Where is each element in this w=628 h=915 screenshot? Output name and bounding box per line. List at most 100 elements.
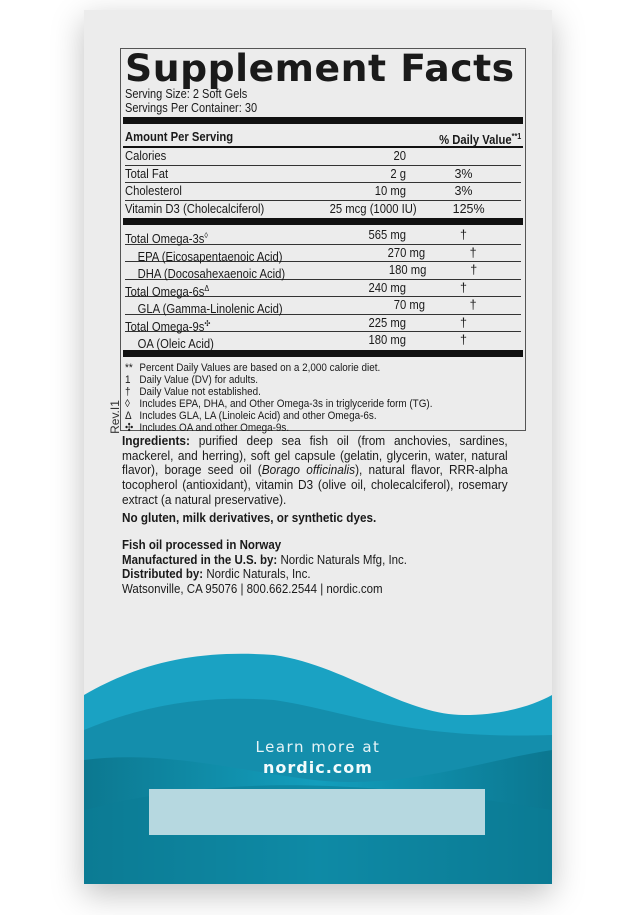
ingredients: Ingredients: purified deep sea fish oil … (122, 434, 508, 508)
nutrient-row: Cholesterol 10 mg 3% (125, 183, 521, 201)
nutrient-name-text: Calories (125, 149, 167, 163)
nutrient-row: Vitamin D3 (Cholecalciferol) 25 mcg (1000… (125, 201, 521, 219)
nutrient-mark: Δ (204, 283, 210, 293)
address: Watsonville, CA 95076 | 800.662.2544 | n… (122, 582, 383, 597)
company-info: Fish oil processed in Norway Manufacture… (122, 538, 407, 597)
nutrient-amount: 10 mg (374, 184, 406, 198)
nutrient-row: OA (Oleic Acid) 180 mg † (125, 332, 521, 352)
header-dv-text: % Daily Value (438, 133, 512, 148)
header-dv: % Daily Value**1 (438, 126, 521, 148)
nutrient-amount: 20 (393, 149, 406, 163)
servings-per-container: Servings Per Container: 30 (125, 101, 258, 115)
footnote-symbol: † (125, 385, 131, 398)
nutrient-amount: 240 mg (368, 280, 406, 295)
nutrient-name-text: EPA (Eicosapentaenoic Acid) (137, 249, 283, 264)
nutrient-name-text: GLA (Gamma-Linolenic Acid) (137, 302, 283, 317)
promo-line-1: Learn more at (255, 738, 381, 756)
header-amount: Amount Per Serving (125, 130, 234, 144)
nutrient-name: Vitamin D3 (Cholecalciferol) (125, 201, 264, 219)
nutrient-amount: 270 mg (387, 245, 426, 260)
nutrient-dv: 3% (454, 166, 473, 181)
nutrient-name: DHA (Docosahexaenoic Acid) (125, 262, 286, 282)
nutrient-name: GLA (Gamma-Linolenic Acid) (125, 297, 283, 317)
footnote-text: Daily Value not established. (139, 385, 261, 398)
nutrient-name-text: Cholesterol (125, 184, 182, 198)
origin: Fish oil processed in Norway (122, 538, 282, 552)
footnote-symbol: ✣ (125, 421, 134, 434)
footnote: † Daily Value not established. (125, 386, 481, 398)
manufactured-label: Manufactured in the U.S. by: (122, 552, 278, 567)
nutrient-name: Total Omega-3s◊ (125, 227, 243, 246)
nutrient-row: DHA (Docosahexaenoic Acid) 180 mg † (125, 262, 521, 282)
promo-website: nordic.com (263, 758, 373, 777)
nutrient-row: Total Fat 2 g 3% (125, 166, 521, 183)
footnote: 1 Daily Value (DV) for adults. (125, 374, 481, 386)
nutrient-name: EPA (Eicosapentaenoic Acid) (125, 245, 283, 264)
nutrient-dv: 3% (454, 184, 473, 198)
nutrient-name: Total Omega-9s✣ (125, 315, 243, 334)
footnote-text: Includes OA and other Omega-9s. (139, 421, 290, 434)
nutrient-name-text: Total Fat (125, 166, 169, 181)
distributed-value: Nordic Naturals, Inc. (203, 567, 311, 582)
divider (123, 146, 523, 148)
nutrient-amount: 25 mcg (1000 IU) (329, 201, 417, 216)
divider (123, 218, 523, 225)
nutrient-amount: 180 mg (368, 333, 406, 347)
nutrient-name: OA (Oleic Acid) (125, 332, 243, 352)
distributed-label: Distributed by: (122, 567, 204, 582)
nutrient-amount: 70 mg (393, 298, 426, 312)
product-box-back: Supplement Facts Serving Size: 2 Soft Ge… (84, 10, 552, 884)
nutrient-dv: † (460, 228, 467, 242)
footnote: ✣ Includes OA and other Omega-9s. (125, 422, 481, 434)
table-header: Amount Per Serving % Daily Value**1 (125, 126, 521, 148)
footnote: Δ Includes GLA, LA (Linoleic Acid) and ot… (125, 410, 481, 422)
panel-title: Supplement Facts (125, 47, 515, 90)
footnote-symbol: ** (125, 361, 133, 374)
nutrient-name-text: OA (Oleic Acid) (137, 337, 214, 352)
supplement-facts-panel: Supplement Facts Serving Size: 2 Soft Ge… (120, 47, 526, 434)
footnote: ** Percent Daily Values are based on a 2,… (125, 362, 481, 374)
nutrient-amount: 225 mg (368, 315, 406, 330)
nutrient-mark: ◊ (204, 231, 208, 240)
nutrient-row: Total Omega-3s◊ 565 mg † (125, 227, 521, 246)
nutrient-row: Total Omega-6sΔ 240 mg † (125, 280, 521, 299)
nutrient-row: Total Omega-9s✣ 225 mg † (125, 315, 521, 334)
divider (123, 117, 523, 124)
serving-size: Serving Size: 2 Soft Gels (125, 87, 248, 101)
nutrient-name: Calories (125, 148, 243, 165)
nutrient-dv (406, 148, 521, 165)
nutrient-dv: † (460, 280, 467, 295)
ingredients-label: Ingredients: (122, 434, 190, 448)
footnote: ◊ Includes EPA, DHA, and Other Omega-3s i… (125, 398, 481, 410)
nutrient-amount: 180 mg (388, 263, 427, 277)
nutrient-dv: 125% (452, 201, 485, 216)
footnote-symbol: Δ (125, 409, 132, 422)
nutrient-row: Calories 20 (125, 148, 521, 166)
nutrient-dv: † (469, 298, 477, 312)
ingredients-italic: Borago officinalis (261, 463, 356, 478)
nutrient-name: Total Fat (125, 166, 243, 183)
nutrient-dv: † (460, 333, 467, 347)
nutrient-name: Cholesterol (125, 183, 243, 200)
nutrient-dv: † (460, 315, 467, 330)
nutrient-row: GLA (Gamma-Linolenic Acid) 70 mg † (125, 297, 521, 317)
footnote-symbol: ◊ (125, 397, 130, 410)
ingredients-text: purified deep sea fish oil (from anchovi… (122, 434, 508, 478)
nutrient-amount: 565 mg (368, 228, 406, 242)
nutrient-name-text: Total Omega-9s (125, 319, 205, 334)
nutrient-mark: ✣ (204, 318, 211, 328)
footnote-text: Daily Value (DV) for adults. (139, 373, 259, 386)
barcode-area (149, 789, 485, 835)
footnote-text: Percent Daily Values are based on a 2,00… (139, 361, 381, 374)
header-dv-mark: **1 (511, 132, 521, 141)
nutrient-name-text: DHA (Docosahexaenoic Acid) (137, 267, 286, 282)
nutrient-dv: † (470, 263, 478, 277)
nutrient-name: Total Omega-6sΔ (125, 280, 243, 299)
nutrient-name-text: Total Omega-6s (125, 284, 205, 299)
nutrient-name-text: Vitamin D3 (Cholecalciferol) (125, 201, 265, 216)
footnote-text: Includes GLA, LA (Linoleic Acid) and oth… (139, 409, 377, 422)
free-from-statement: No gluten, milk derivatives, or syntheti… (122, 510, 377, 525)
revision-code: Rev.I1 (107, 400, 122, 434)
divider (123, 349, 523, 357)
nutrient-dv: † (469, 245, 477, 260)
